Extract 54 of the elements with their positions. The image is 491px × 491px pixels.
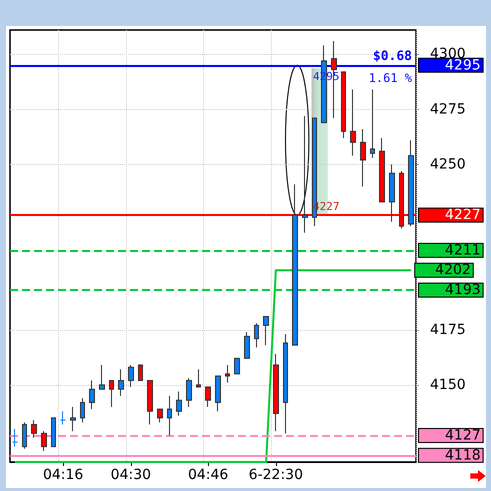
x-tick-label: 04:46: [188, 467, 228, 483]
candlestick: [341, 71, 346, 138]
candlestick: [292, 184, 298, 346]
x-tick-label: 6-22:30: [248, 467, 303, 483]
candlestick: [350, 89, 356, 156]
candlestick: [186, 378, 192, 408]
candlestick: [51, 417, 56, 448]
y-tick-label: 4250: [430, 156, 466, 172]
candlestick: [254, 322, 259, 348]
candlestick: [408, 140, 414, 227]
candlestick: [205, 386, 211, 408]
candlestick: [118, 368, 124, 396]
annotation: 1.61 %: [368, 71, 413, 85]
candlestick: [244, 331, 250, 359]
candlestick: [167, 395, 172, 436]
y-tick-label: 4175: [430, 322, 466, 338]
candlestick: [99, 364, 105, 390]
candlestick: [273, 354, 279, 432]
y-tick-label: 4275: [430, 101, 466, 118]
candlestick: [80, 398, 85, 423]
candlestick: [360, 128, 366, 187]
candlestick: [22, 422, 27, 450]
candlestick: [60, 410, 66, 426]
candlestick: [370, 89, 375, 158]
candlestick: [176, 390, 182, 416]
candlestick: [138, 364, 143, 381]
candlestick: [215, 376, 221, 412]
candlestick: [109, 380, 114, 408]
candlestick: [89, 380, 95, 410]
candlestick: [41, 430, 47, 452]
candlestick: [70, 406, 76, 432]
ref-line-label: 4211: [445, 242, 481, 258]
candlestick: [147, 380, 153, 426]
ref-line-label: 4227: [445, 207, 481, 224]
y-tick-label: 4150: [430, 376, 466, 393]
candlestick: [234, 358, 240, 374]
data-label: 4202: [435, 262, 471, 278]
candlestick: [157, 408, 163, 423]
candlestick: [12, 428, 18, 448]
candlestick: [379, 138, 385, 202]
candlestick: [31, 420, 37, 438]
annotation: $0.68: [372, 49, 412, 64]
candlestick: [263, 316, 269, 346]
x-tick-label: 04:30: [110, 467, 152, 483]
ref-line-label: 4127: [445, 428, 481, 444]
ref-line-label: 4193: [445, 282, 481, 298]
ref-line-label: 4118: [445, 447, 481, 464]
candlestick: [225, 364, 230, 384]
candlestick: [196, 368, 201, 388]
candlestick: [302, 115, 308, 234]
candlestick: [283, 334, 288, 434]
x-tick-label: 04:16: [42, 467, 84, 483]
candlestick: [389, 164, 395, 222]
candlestick: [128, 364, 134, 388]
